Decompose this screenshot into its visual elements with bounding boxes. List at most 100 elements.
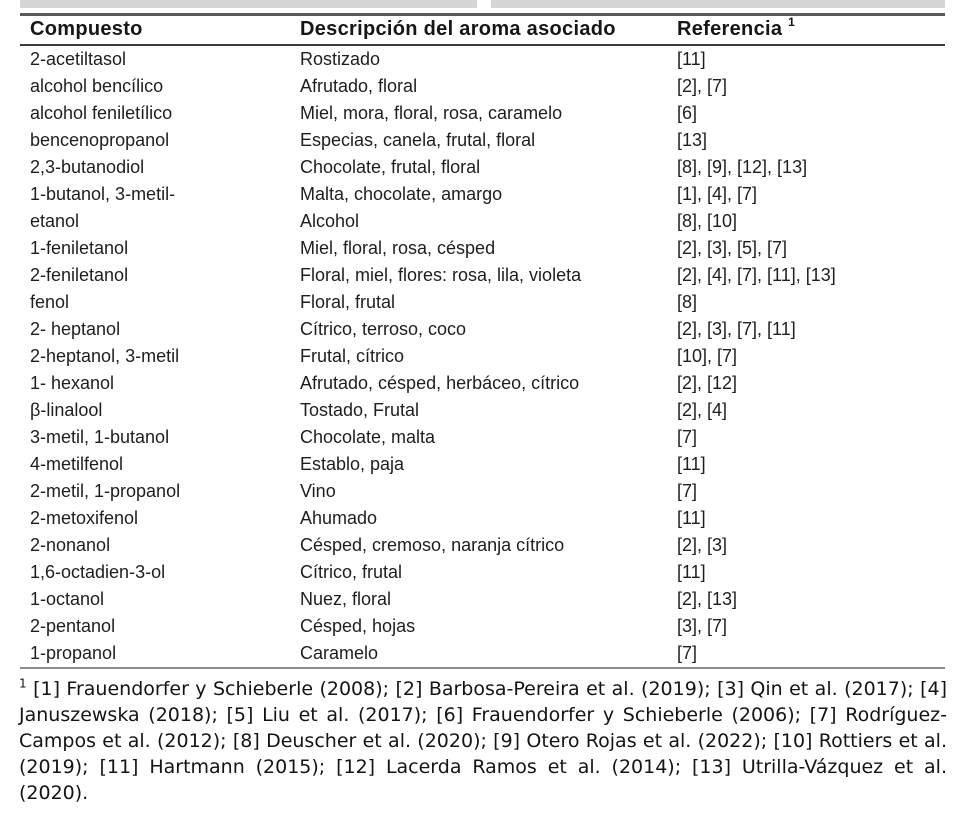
cell-referencia: [11] — [677, 49, 706, 69]
cell-descripcion: Césped, hojas — [300, 616, 416, 636]
table-row: 2-pentanol Césped, hojas [3], [7] — [20, 613, 945, 640]
table-row: 1,6-octadien-3-ol Cítrico, frutal [11] — [20, 559, 945, 586]
cell-compuesto: 4-metilfenol — [30, 454, 124, 474]
scan-artifact-strip-right — [491, 0, 945, 8]
table-row: 1-propanol Caramelo [7] — [20, 640, 945, 669]
cell-compuesto: 2-pentanol — [30, 616, 116, 636]
table-header: Compuesto Descripción del aroma asociado… — [20, 13, 945, 46]
cell-compuesto: 3-metil, 1-butanol — [30, 427, 170, 447]
table-row: 1- hexanol Afrutado, césped, herbáceo, c… — [20, 370, 945, 397]
scan-artifact-strip-left — [20, 0, 477, 8]
cell-descripcion: Establo, paja — [300, 454, 405, 474]
cell-descripcion: Afrutado, floral — [300, 76, 418, 96]
column-header-descripcion: Descripción del aroma asociado — [300, 13, 677, 46]
cell-compuesto: fenol — [30, 292, 70, 312]
table-row: 1-feniletanol Miel, floral, rosa, césped… — [20, 235, 945, 262]
cell-descripcion: Afrutado, césped, herbáceo, cítrico — [300, 373, 580, 393]
cell-compuesto: 2-acetiltasol — [30, 49, 127, 69]
cell-referencia: [7] — [677, 481, 698, 501]
cell-compuesto: 1- hexanol — [30, 373, 115, 393]
footnote-text: [1] Frauendorfer y Schieberle (2008); [2… — [19, 678, 947, 804]
cell-compuesto: 2-metoxifenol — [30, 508, 139, 528]
cell-referencia: [8], [9], [12], [13] — [677, 157, 808, 177]
cell-descripcion: Césped, cremoso, naranja cítrico — [300, 535, 565, 555]
table-row: alcohol bencílico Afrutado, floral [2], … — [20, 73, 945, 100]
cell-descripcion: Cítrico, frutal — [300, 562, 403, 582]
cell-referencia: [10], [7] — [677, 346, 738, 366]
cell-compuesto: 1-propanol — [20, 640, 300, 669]
cell-referencia: [11] — [677, 508, 706, 528]
cell-referencia: [11] — [677, 562, 706, 582]
cell-descripcion: Malta, chocolate, amargo — [300, 184, 503, 204]
table-row: bencenopropanol Especias, canela, frutal… — [20, 127, 945, 154]
cell-compuesto: β-linalool — [30, 400, 103, 420]
column-header-compuesto-label: Compuesto — [30, 18, 143, 40]
table-row: 1-octanol Nuez, floral [2], [13] — [20, 586, 945, 613]
cell-compuesto: 2-feniletanol — [30, 265, 129, 285]
table-row: fenol Floral, frutal [8] — [20, 289, 945, 316]
footnote-marker: 1 — [19, 676, 27, 691]
table-row: 2-metil, 1-propanol Vino [7] — [20, 478, 945, 505]
cell-descripcion: Floral, frutal — [300, 292, 396, 312]
cell-compuesto: 2- heptanol — [30, 319, 121, 339]
cell-referencia: [2], [12] — [677, 373, 738, 393]
cell-compuesto: 1-butanol, 3-metil- — [30, 184, 176, 204]
cell-referencia: [2], [13] — [677, 589, 738, 609]
cell-referencia: [2], [3], [5], [7] — [677, 238, 788, 258]
cell-compuesto: 1-feniletanol — [30, 238, 129, 258]
cell-compuesto: 1,6-octadien-3-ol — [30, 562, 166, 582]
header-row: Compuesto Descripción del aroma asociado… — [20, 13, 945, 46]
table-row: 2- heptanol Cítrico, terroso, coco [2], … — [20, 316, 945, 343]
column-header-referencia-label: Referencia — [677, 18, 783, 40]
cell-descripcion: Floral, miel, flores: rosa, lila, violet… — [300, 265, 582, 285]
table-row: 2-heptanol, 3-metil Frutal, cítrico [10]… — [20, 343, 945, 370]
cell-referencia: [6] — [677, 103, 698, 123]
cell-descripcion: Especias, canela, frutal, floral — [300, 130, 536, 150]
table-body: 2-acetiltasol Rostizado [11] alcohol ben… — [20, 45, 945, 669]
cell-descripcion: Miel, floral, rosa, césped — [300, 238, 496, 258]
cell-referencia: [2], [3], [7], [11] — [677, 319, 796, 339]
cell-referencia: [2], [4] — [677, 400, 728, 420]
cell-descripcion: Vino — [300, 481, 336, 501]
cell-descripcion: Chocolate, frutal, floral — [300, 157, 481, 177]
cell-referencia: [8], [10] — [677, 211, 738, 231]
table-row: alcohol feniletílico Miel, mora, floral,… — [20, 100, 945, 127]
table-row: 1-butanol, 3-metil- Malta, chocolate, am… — [20, 181, 945, 208]
cell-descripcion: Miel, mora, floral, rosa, caramelo — [300, 103, 563, 123]
cell-referencia: [2], [4], [7], [11], [13] — [677, 265, 836, 285]
compounds-table: Compuesto Descripción del aroma asociado… — [20, 13, 945, 669]
table-row: 2-feniletanol Floral, miel, flores: rosa… — [20, 262, 945, 289]
cell-referencia: [2], [3] — [677, 535, 728, 555]
table-row: 4-metilfenol Establo, paja [11] — [20, 451, 945, 478]
column-header-descripcion-label: Descripción del aroma asociado — [300, 18, 616, 40]
cell-compuesto: 1-octanol — [30, 589, 105, 609]
table-row: 3-metil, 1-butanol Chocolate, malta [7] — [20, 424, 945, 451]
cell-descripcion: Alcohol — [300, 211, 360, 231]
cell-referencia: [2], [7] — [677, 76, 728, 96]
table-row: 2-acetiltasol Rostizado [11] — [20, 45, 945, 73]
column-header-compuesto: Compuesto — [20, 13, 300, 46]
column-header-referencia: Referencia 1 — [677, 13, 945, 46]
cell-descripcion: Rostizado — [300, 49, 381, 69]
cell-descripcion: Cítrico, terroso, coco — [300, 319, 467, 339]
table-row: 2-nonanol Césped, cremoso, naranja cítri… — [20, 532, 945, 559]
table-row: etanol Alcohol [8], [10] — [20, 208, 945, 235]
footnote: 1 [1] Frauendorfer y Schieberle (2008); … — [19, 676, 947, 806]
table-row: 2,3-butanodiol Chocolate, frutal, floral… — [20, 154, 945, 181]
cell-referencia: [13] — [677, 130, 708, 150]
cell-compuesto: 2-metil, 1-propanol — [30, 481, 181, 501]
cell-referencia: [7] — [677, 640, 945, 669]
table-row: 2-metoxifenol Ahumado [11] — [20, 505, 945, 532]
cell-referencia: [7] — [677, 427, 698, 447]
cell-descripcion: Ahumado — [300, 508, 378, 528]
cell-referencia: [11] — [677, 454, 706, 474]
table-row: β-linalool Tostado, Frutal [2], [4] — [20, 397, 945, 424]
cell-descripcion: Tostado, Frutal — [300, 400, 420, 420]
cell-referencia: [1], [4], [7] — [677, 184, 758, 204]
cell-compuesto: 2-nonanol — [30, 535, 111, 555]
cell-compuesto: alcohol bencílico — [30, 76, 164, 96]
cell-compuesto: alcohol feniletílico — [30, 103, 173, 123]
cell-descripcion: Nuez, floral — [300, 589, 392, 609]
cell-compuesto: bencenopropanol — [30, 130, 170, 150]
